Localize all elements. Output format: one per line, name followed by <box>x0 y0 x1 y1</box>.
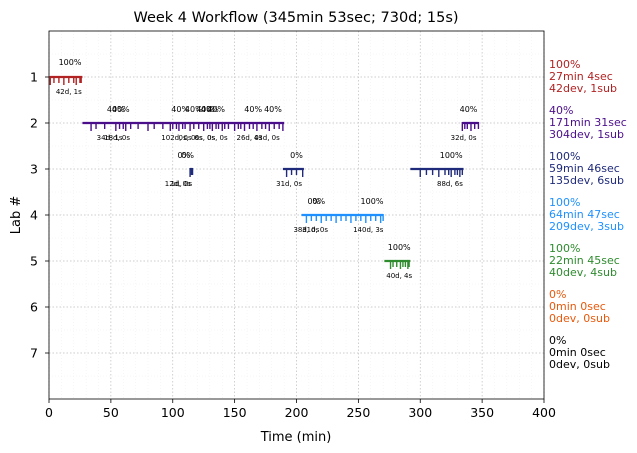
percent-label: 100% <box>361 197 384 206</box>
percent-label: 40% <box>460 105 478 114</box>
summary-line: 209dev, 3sub <box>549 220 624 233</box>
grid <box>48 31 545 399</box>
x-tick-label: 200 <box>285 405 309 420</box>
deviation-label: 31d, 0s <box>302 226 328 234</box>
y-tick-label: 5 <box>30 254 38 269</box>
summary-line: 0min 0sec <box>549 346 606 359</box>
summary-line: 100% <box>549 196 580 209</box>
y-tick-label: 7 <box>30 346 38 361</box>
summary-line: 171min 31sec <box>549 116 627 129</box>
x-tick-label: 250 <box>346 405 370 420</box>
x-tick-label: 0 <box>45 405 53 420</box>
y-tick-label: 6 <box>30 300 38 315</box>
summary-line: 59min 46sec <box>549 162 620 175</box>
percent-label: 0% <box>307 197 320 206</box>
y-tick-label: 1 <box>30 70 38 85</box>
y-axis-label: Lab # <box>9 196 24 235</box>
summary-line: 100% <box>549 150 580 163</box>
deviation-label: 42d, 1s <box>56 88 82 96</box>
percent-label: 40% <box>207 105 225 114</box>
deviation-label: 88d, 6s <box>437 180 463 188</box>
summary-line: 40dev, 4sub <box>549 266 617 279</box>
x-tick-label: 350 <box>470 405 494 420</box>
percent-label: 40% <box>107 105 125 114</box>
summary-line: 100% <box>549 242 580 255</box>
summary-line: 0dev, 0sub <box>549 312 610 325</box>
deviation-label: 40d, 4s <box>386 272 412 280</box>
percent-label: 0% <box>181 151 194 160</box>
deviation-label: 43d, 0s <box>254 134 280 142</box>
x-axis-label: Time (min) <box>260 430 332 445</box>
x-tick-label: 100 <box>161 405 185 420</box>
percent-label: 0% <box>312 197 325 206</box>
chart-title: Week 4 Workflow (345min 53sec; 730d; 15s… <box>133 10 458 26</box>
summary-line: 304dev, 1sub <box>549 128 624 141</box>
summary-line: 0% <box>549 288 566 301</box>
percent-label: 40% <box>112 105 130 114</box>
percent-label: 40% <box>201 105 219 114</box>
x-tick-label: 150 <box>223 405 247 420</box>
lab-2-marks: 40%40% 40%40%40%40%40% 40% 40% 40%34d, 1s18d… <box>82 105 480 142</box>
y-tick-label: 3 <box>30 162 38 177</box>
summary-line: 64min 47sec <box>549 208 620 221</box>
summary-line: 22min 45sec <box>549 254 620 267</box>
deviation-label: 34d, 1s <box>97 134 123 142</box>
percent-label: 40% <box>171 105 189 114</box>
percent-label: 40% <box>185 105 203 114</box>
percent-label: 100% <box>440 151 463 160</box>
deviation-label: 0s, 0s <box>195 134 216 142</box>
percent-label: 0% <box>178 151 191 160</box>
deviation-label: 140d, 3s <box>353 226 384 234</box>
deviation-label: 102d, 0s <box>161 134 192 142</box>
summary-line: 0min 0sec <box>549 300 606 313</box>
summary-line: 42dev, 1sub <box>549 82 617 95</box>
percent-label: 40% <box>264 105 282 114</box>
deviation-label: 12d, 0s <box>165 180 191 188</box>
summary-line: 40% <box>549 104 573 117</box>
deviation-label: 31d, 0s <box>276 180 302 188</box>
percent-label: 40% <box>244 105 262 114</box>
deviation-label: 26d, 0s <box>237 134 263 142</box>
y-tick-label: 2 <box>30 116 38 131</box>
y-tick-label: 4 <box>30 208 38 223</box>
summary-line: 0dev, 0sub <box>549 358 610 371</box>
x-tick-label: 50 <box>103 405 119 420</box>
x-axis-ticks: 0 50 100 150 200 250 300 350 400 <box>45 399 556 420</box>
percent-label: 40% <box>196 105 214 114</box>
x-tick-label: 300 <box>408 405 432 420</box>
deviation-label: 0s <box>195 134 203 142</box>
deviation-label: 0s, 0s <box>179 134 200 142</box>
percent-label: 0% <box>290 151 303 160</box>
percent-label: 100% <box>59 58 82 67</box>
deviation-label: 38d, 0s <box>293 226 319 234</box>
summary-line: 135dev, 6sub <box>549 174 624 187</box>
summary-line: 0% <box>549 334 566 347</box>
deviation-label: 0s, 0s <box>207 134 228 142</box>
lab-5-marks: 100% 40d, 4s <box>384 243 413 280</box>
deviation-label: 18d, 0s <box>104 134 130 142</box>
percent-label: 100% <box>388 243 411 252</box>
x-tick-label: 400 <box>532 405 556 420</box>
y-axis-ticks: 1 2 3 4 5 6 7 <box>30 70 49 361</box>
summary-line: 100% <box>549 58 580 71</box>
summary-line: 27min 4sec <box>549 70 613 83</box>
lab-1-marks: 100% 42d, 1s <box>49 58 83 96</box>
deviation-label: 32d, 0s <box>451 134 477 142</box>
deviation-label: 1d, 0s <box>171 180 193 188</box>
